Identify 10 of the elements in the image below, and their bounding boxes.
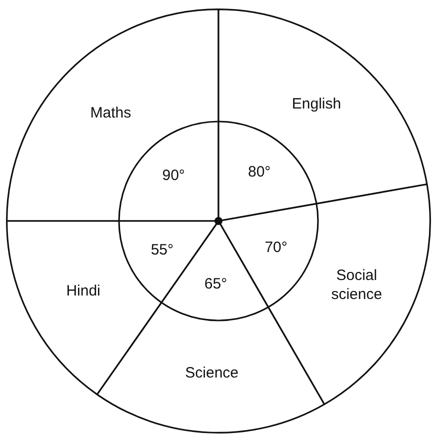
slice-label: English: [292, 95, 342, 112]
slice-label: Hindi: [66, 282, 100, 300]
data-label: 80°: [248, 163, 271, 180]
data-label: 70°: [264, 238, 288, 256]
data-label: 55°: [150, 241, 174, 258]
data-label: 65°: [204, 276, 228, 293]
slice-label: Science: [185, 364, 239, 382]
slice-label: Maths: [90, 104, 132, 122]
data-label: 90°: [162, 167, 185, 184]
slice-label: Social science: [331, 267, 382, 304]
